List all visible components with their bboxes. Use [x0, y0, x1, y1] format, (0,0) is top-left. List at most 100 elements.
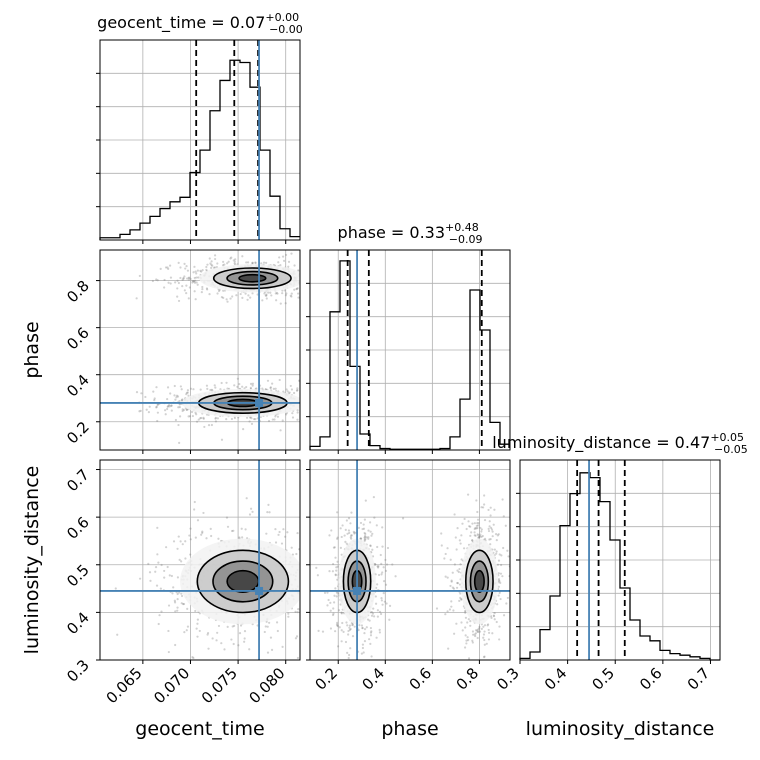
sample-point [453, 513, 456, 516]
sample-point [201, 285, 204, 289]
sample-point [505, 602, 508, 605]
sample-point [376, 565, 379, 568]
sample-point [249, 507, 253, 510]
sample-point [322, 262, 324, 264]
sample-point [341, 524, 344, 527]
sample-point [444, 575, 447, 578]
sample-point [220, 642, 223, 645]
sample-point [185, 393, 188, 396]
sample-point [482, 636, 485, 639]
sample-point [458, 599, 461, 602]
sample-point [278, 378, 281, 382]
sample-point [214, 257, 217, 261]
sample-point [494, 533, 498, 536]
sample-point [365, 536, 368, 539]
sample-point [489, 506, 492, 509]
histogram-bin [220, 80, 230, 240]
sample-point [180, 399, 183, 402]
sample-point [326, 591, 329, 594]
sample-point [450, 580, 453, 583]
sample-point [196, 269, 199, 272]
sample-point [369, 626, 373, 630]
sample-point [246, 298, 249, 301]
sample-point [475, 524, 478, 527]
sample-point [206, 288, 209, 291]
sample-point [145, 408, 148, 411]
sample-point [290, 388, 294, 391]
sample-point [375, 636, 378, 639]
sample-point [232, 642, 235, 646]
sample-point [213, 266, 217, 269]
y-tick-label: 0.7 [63, 466, 93, 496]
sample-point [368, 619, 371, 622]
sample-point [463, 517, 466, 521]
sample-point [366, 618, 370, 621]
density-contour [226, 569, 260, 593]
sample-point [223, 648, 226, 651]
sample-point [347, 653, 351, 657]
histogram-bin [120, 234, 130, 240]
sample-point [268, 621, 271, 624]
sample-point [506, 549, 509, 552]
histogram-bin [650, 641, 660, 660]
sample-point [180, 594, 184, 598]
sample-point [332, 274, 334, 276]
sample-point [152, 390, 155, 393]
sample-point [497, 559, 501, 562]
sample-point [192, 271, 195, 274]
sample-point [384, 569, 388, 572]
sample-point [460, 598, 463, 601]
sample-point [278, 256, 281, 259]
sample-point [334, 630, 337, 633]
sample-point [191, 281, 194, 284]
sample-point [305, 628, 307, 630]
sample-point [192, 388, 195, 391]
sample-point [318, 410, 320, 412]
sample-point [254, 418, 257, 421]
sample-point [488, 525, 491, 528]
sample-point [371, 548, 374, 551]
histogram-bin [450, 437, 460, 450]
sample-point [329, 595, 331, 597]
sample-point [225, 381, 228, 384]
sample-point [261, 387, 264, 390]
sample-point [167, 629, 170, 633]
histogram-bin [260, 150, 270, 240]
axes-frame [99, 39, 301, 241]
sample-point [176, 295, 179, 298]
sample-point [200, 291, 203, 294]
sample-point [274, 387, 277, 390]
sample-point [365, 403, 367, 405]
x-tick-label: 0.065 [103, 664, 146, 707]
sample-point [495, 550, 498, 553]
x-tick-label: 0.4 [541, 664, 571, 694]
sample-point [243, 637, 246, 640]
sample-point [282, 528, 285, 531]
sample-point [479, 533, 482, 536]
sample-point [249, 416, 252, 419]
sample-point [188, 415, 192, 418]
sample-point [149, 579, 152, 582]
sample-point [369, 544, 372, 548]
sample-point [336, 536, 339, 539]
sample-point [384, 583, 388, 586]
sample-point [324, 571, 326, 573]
sample-point [168, 405, 171, 408]
sample-point [167, 267, 170, 270]
sample-point [173, 601, 177, 604]
sample-point [358, 624, 361, 627]
sample-point [165, 546, 168, 549]
sample-point [394, 575, 397, 578]
sample-point [456, 569, 459, 572]
sample-point [285, 292, 288, 295]
histogram-bin [320, 437, 330, 450]
sample-point [291, 412, 294, 415]
sample-point [245, 385, 248, 389]
sample-point [483, 503, 486, 506]
histogram-bin [170, 202, 180, 240]
sample-point [381, 571, 384, 574]
sample-point [174, 398, 177, 401]
sample-point [381, 526, 384, 529]
x-axis-label-luminosity_distance: luminosity_distance [526, 718, 715, 740]
histogram-bin [660, 650, 670, 660]
